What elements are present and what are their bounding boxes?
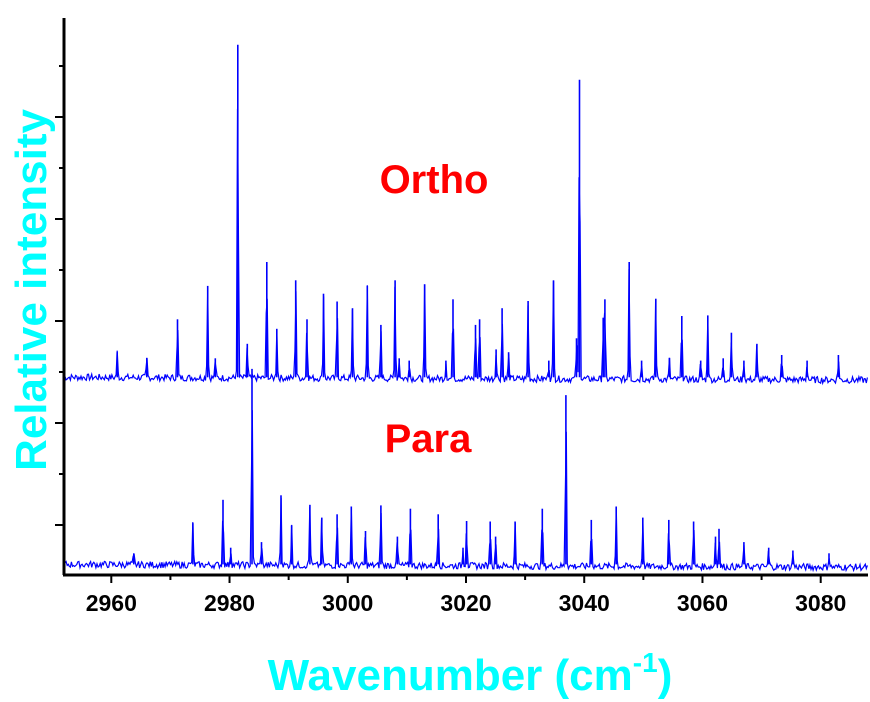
x-tick-label-2: 3000	[322, 590, 373, 616]
x-axis-title-close: )	[658, 651, 673, 700]
y-axis-title: Relative intensity	[7, 109, 56, 471]
spectra-group	[63, 44, 868, 573]
x-axis-title-superscript: -1	[633, 647, 658, 678]
para-label: Para	[385, 417, 472, 461]
x-tick-label-6: 3080	[795, 590, 846, 616]
x-tick-label-4: 3040	[559, 590, 610, 616]
series-line-para	[63, 410, 868, 573]
ortho-label: Ortho	[380, 158, 489, 202]
series-line-ortho	[63, 108, 868, 386]
x-tick-label-3: 3020	[440, 590, 491, 616]
x-tick-label-0: 2960	[86, 590, 137, 616]
x-tick-label-1: 2980	[204, 590, 255, 616]
x-axis-title-main: Wavenumber (cm	[268, 651, 633, 700]
x-tick-label-5: 3060	[677, 590, 728, 616]
x-axis-title: Wavenumber (cm-1)	[268, 647, 673, 700]
axes-group: 2960 2980 3000 3020 3040 3060 3080	[55, 18, 868, 616]
